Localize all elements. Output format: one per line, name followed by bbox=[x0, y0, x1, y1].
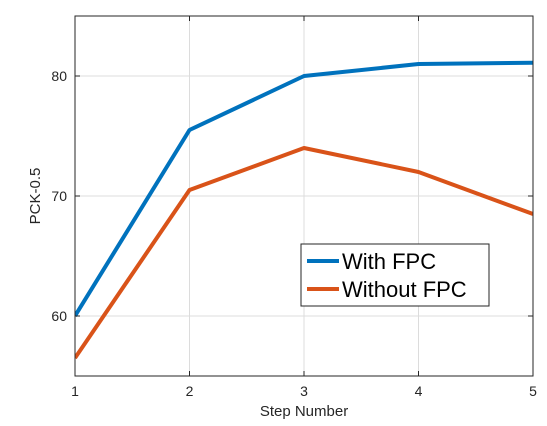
series-lines bbox=[75, 60, 533, 360]
x-tick-label: 3 bbox=[300, 383, 308, 399]
series-line-with-fpc bbox=[75, 60, 533, 318]
axis-ticks: 1 2 3 4 5 60 70 80 bbox=[51, 16, 537, 399]
y-tick-label: 60 bbox=[51, 308, 67, 324]
legend-label-with-fpc: With FPC bbox=[342, 249, 436, 274]
y-tick-label: 70 bbox=[51, 188, 67, 204]
grid-lines bbox=[74, 16, 534, 376]
legend-box bbox=[300, 243, 490, 307]
series-line-without-fpc bbox=[75, 146, 533, 360]
legend: With FPC Without FPC bbox=[300, 243, 490, 307]
legend-label-without-fpc: Without FPC bbox=[342, 277, 467, 302]
x-tick-label: 2 bbox=[186, 383, 194, 399]
x-tick-label: 1 bbox=[71, 383, 79, 399]
x-tick-label: 5 bbox=[529, 383, 537, 399]
y-axis-title: PCK-0.5 bbox=[27, 168, 44, 225]
x-tick-label: 4 bbox=[415, 383, 423, 399]
y-tick-label: 80 bbox=[51, 68, 67, 84]
x-axis-title: Step Number bbox=[260, 403, 348, 420]
